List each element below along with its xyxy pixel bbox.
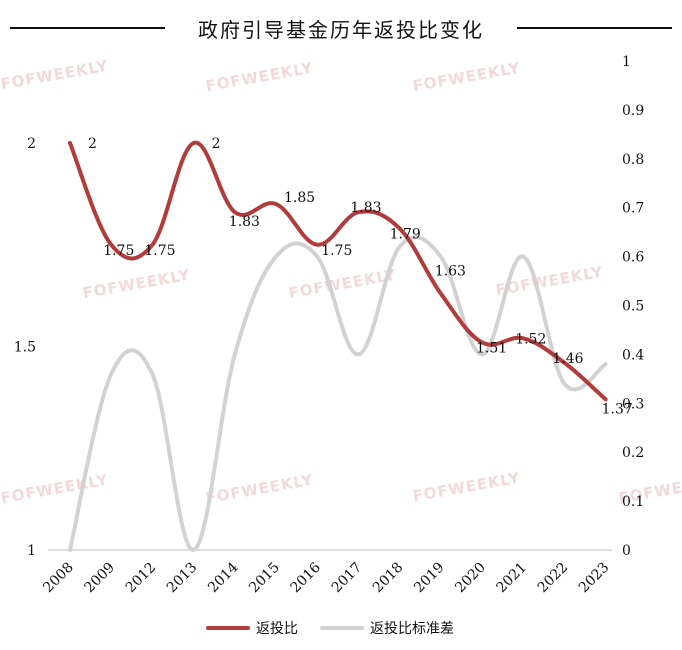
y-right-tick-label: 0.7 [622, 201, 644, 217]
y-left-tick-label: 1.5 [14, 340, 36, 356]
y-left-tick-label: 2 [27, 136, 36, 152]
series-line-return-ratio-std [68, 235, 608, 552]
title-rule-right [517, 27, 672, 29]
data-label: 1.46 [552, 351, 583, 367]
data-label: 1.75 [103, 243, 134, 259]
data-label: 1.83 [350, 200, 381, 216]
y-right-tick-label: 0.5 [622, 299, 644, 315]
y-left-tick-label: 1 [27, 543, 36, 559]
y-right-tick-label: 0.9 [622, 103, 644, 119]
data-label: 2 [88, 136, 97, 152]
chart-title-bar: 政府引导基金历年返投比变化 [0, 10, 682, 46]
data-label: 1.75 [144, 243, 175, 259]
x-tick-label: 2022 [535, 560, 572, 597]
data-label: 1.83 [229, 214, 260, 230]
y-right-tick-label: 0.6 [622, 250, 644, 266]
x-tick-label: 2015 [246, 560, 283, 597]
data-label: 1.79 [390, 226, 421, 242]
x-tick-label: 2009 [82, 560, 119, 597]
x-tick-label: 2017 [329, 560, 366, 597]
title-rule-left [10, 27, 165, 29]
legend-label-return-ratio: 返投比 [256, 621, 298, 637]
x-tick-label: 2013 [164, 560, 201, 597]
legend: 返投比 返投比标准差 [206, 621, 454, 637]
data-labels: 2 1.75 1.75 2 1.83 1.85 1.75 1.83 1.79 1.63 1.51 1.… [88, 136, 633, 417]
data-label: 2 [212, 136, 221, 152]
y-right-tick-label: 0.3 [622, 396, 644, 412]
x-tick-label: 2020 [452, 560, 489, 597]
y-right-tick-label: 0.4 [622, 347, 644, 363]
x-tick-label: 2008 [40, 560, 77, 597]
data-label: 1.37 [602, 401, 633, 417]
legend-label-return-ratio-std: 返投比标准差 [370, 621, 454, 637]
series-line-return-ratio [68, 140, 608, 402]
data-label: 1.52 [515, 331, 546, 347]
y-right-tick-label: 0 [622, 543, 631, 559]
data-label: 1.75 [321, 243, 352, 259]
x-tick-label: 2019 [411, 560, 448, 597]
y-right-tick-label: 0.8 [622, 152, 644, 168]
x-tick-label: 2016 [288, 559, 325, 596]
x-tick-label: 2023 [576, 560, 613, 597]
y-right-tick-label: 1 [622, 54, 631, 70]
chart-title: 政府引导基金历年返投比变化 [198, 18, 484, 42]
x-tick-label: 2014 [205, 559, 242, 596]
series [68, 140, 608, 552]
y-right-tick-label: 0.1 [622, 494, 644, 510]
data-label: 1.85 [284, 190, 315, 206]
data-label: 1.51 [476, 340, 507, 356]
data-label: 1.63 [435, 264, 466, 280]
x-tick-label: 2021 [494, 560, 531, 597]
x-tick-label: 2012 [123, 560, 160, 597]
y-right-tick-label: 0.2 [622, 445, 644, 461]
x-tick-label: 2018 [370, 560, 407, 597]
